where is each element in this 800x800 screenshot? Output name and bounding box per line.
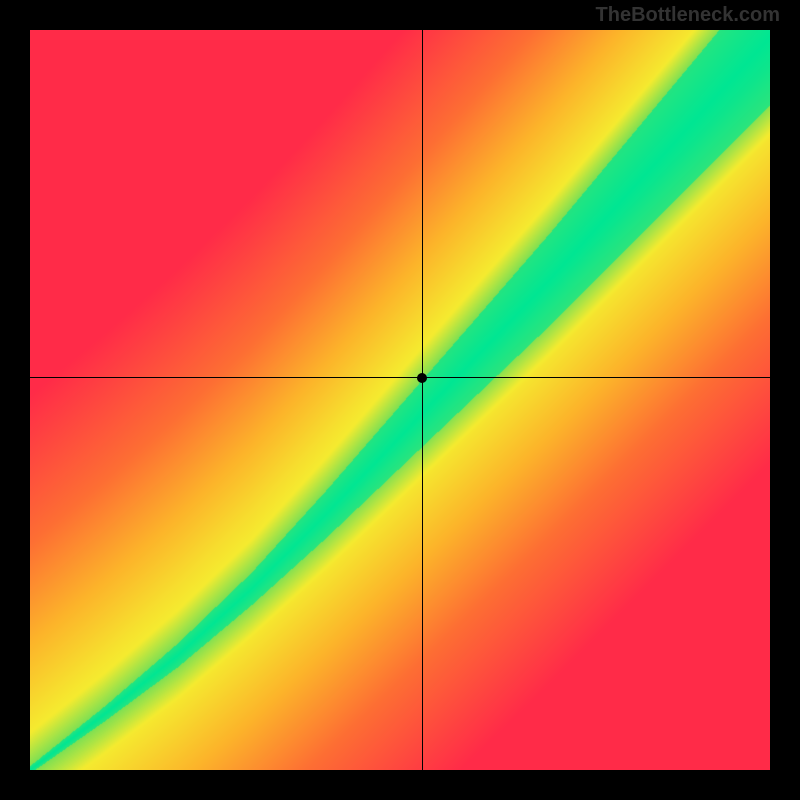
heatmap-canvas bbox=[30, 30, 770, 770]
crosshair-marker bbox=[417, 373, 427, 383]
watermark: TheBottleneck.com bbox=[596, 4, 780, 27]
crosshair-horizontal bbox=[30, 377, 770, 378]
crosshair-vertical bbox=[422, 30, 423, 770]
heatmap-plot bbox=[30, 30, 770, 770]
